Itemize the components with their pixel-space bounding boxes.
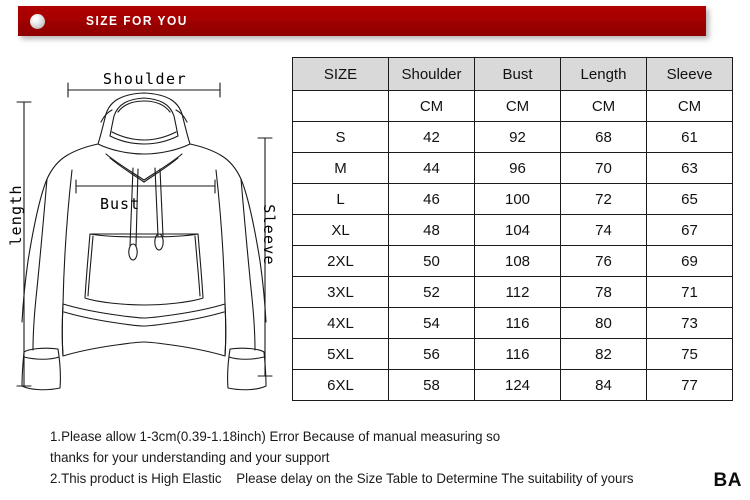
cell-length: 78 (560, 276, 647, 308)
table-row: 6XL 58 124 84 77 (292, 369, 733, 401)
cell-sleeve: 63 (646, 152, 733, 184)
cell-bust: 100 (474, 183, 561, 215)
column-header-length: Length (560, 57, 647, 91)
footer-notes: 1.Please allow 1-3cm(0.39-1.18inch) Erro… (50, 426, 710, 489)
cell-length: 68 (560, 121, 647, 153)
note-line-2: thanks for your understanding and your s… (50, 449, 330, 465)
unit-cell-bust: CM (474, 90, 561, 122)
note-line-1: 1.Please allow 1-3cm(0.39-1.18inch) Erro… (50, 428, 501, 444)
cell-bust: 104 (474, 214, 561, 246)
cell-shoulder: 52 (388, 276, 475, 308)
table-header-row: SIZE Shoulder Bust Length Sleeve (292, 57, 733, 91)
cell-length: 70 (560, 152, 647, 184)
column-header-bust: Bust (474, 57, 561, 91)
table-row: 3XL 52 112 78 71 (292, 276, 733, 308)
table-row: M 44 96 70 63 (292, 152, 733, 184)
cell-shoulder: 56 (388, 338, 475, 370)
cell-length: 76 (560, 245, 647, 277)
header-banner: SIZE FOR YOU (18, 6, 706, 36)
table-row: 2XL 50 108 76 69 (292, 245, 733, 277)
cell-size: S (292, 121, 389, 153)
column-header-shoulder: Shoulder (388, 57, 475, 91)
cell-size: XL (292, 214, 389, 246)
shoulder-dimension-label: Shoulder (102, 70, 188, 88)
sleeve-dimension-label: Sleeve (260, 204, 278, 266)
cell-shoulder: 44 (388, 152, 475, 184)
cell-sleeve: 73 (646, 307, 733, 339)
cell-size: 3XL (292, 276, 389, 308)
cell-shoulder: 58 (388, 369, 475, 401)
cell-shoulder: 42 (388, 121, 475, 153)
cell-bust: 96 (474, 152, 561, 184)
table-row: 4XL 54 116 80 73 (292, 307, 733, 339)
cell-bust: 108 (474, 245, 561, 277)
cell-sleeve: 77 (646, 369, 733, 401)
cell-bust: 116 (474, 307, 561, 339)
cell-length: 80 (560, 307, 647, 339)
size-chart-table: SIZE Shoulder Bust Length Sleeve CM CM C… (292, 57, 733, 401)
cell-size: 6XL (292, 369, 389, 401)
table-body: CM CM CM CM S 42 92 68 61 M 44 96 70 63 … (292, 90, 733, 401)
banner-title: SIZE FOR YOU (86, 13, 188, 28)
unit-cell-shoulder: CM (388, 90, 475, 122)
cell-sleeve: 75 (646, 338, 733, 370)
unit-row: CM CM CM CM (292, 90, 733, 122)
cell-length: 82 (560, 338, 647, 370)
cell-shoulder: 54 (388, 307, 475, 339)
cell-shoulder: 50 (388, 245, 475, 277)
cell-length: 74 (560, 214, 647, 246)
cell-size: L (292, 183, 389, 215)
column-header-sleeve: Sleeve (646, 57, 733, 91)
cell-bust: 92 (474, 121, 561, 153)
cell-sleeve: 61 (646, 121, 733, 153)
unit-cell-size (292, 90, 389, 122)
cell-shoulder: 46 (388, 183, 475, 215)
cell-length: 72 (560, 183, 647, 215)
cell-sleeve: 67 (646, 214, 733, 246)
length-dimension-label: length (7, 184, 25, 246)
garment-diagram: Shoulder length Sleeve Bust (0, 46, 290, 416)
cell-size: 4XL (292, 307, 389, 339)
cell-size: 5XL (292, 338, 389, 370)
cell-sleeve: 65 (646, 183, 733, 215)
cell-size: M (292, 152, 389, 184)
cell-bust: 112 (474, 276, 561, 308)
hoodie-line-drawing (16, 82, 273, 391)
table-row: L 46 100 72 65 (292, 183, 733, 215)
cell-bust: 116 (474, 338, 561, 370)
unit-cell-sleeve: CM (646, 90, 733, 122)
table-row: XL 48 104 74 67 (292, 214, 733, 246)
note-line-3: 2.This product is High Elastic Please de… (50, 470, 634, 486)
cell-sleeve: 69 (646, 245, 733, 277)
cell-shoulder: 48 (388, 214, 475, 246)
banner-background (18, 6, 706, 36)
cell-size: 2XL (292, 245, 389, 277)
watermark: BA (713, 470, 742, 491)
sphere-bullet-icon (30, 14, 45, 29)
cell-bust: 124 (474, 369, 561, 401)
table-row: S 42 92 68 61 (292, 121, 733, 153)
table-row: 5XL 56 116 82 75 (292, 338, 733, 370)
unit-cell-length: CM (560, 90, 647, 122)
cell-length: 84 (560, 369, 647, 401)
cell-sleeve: 71 (646, 276, 733, 308)
column-header-size: SIZE (292, 57, 389, 91)
bust-dimension-label: Bust (100, 195, 141, 213)
table-header: SIZE Shoulder Bust Length Sleeve (292, 57, 733, 91)
